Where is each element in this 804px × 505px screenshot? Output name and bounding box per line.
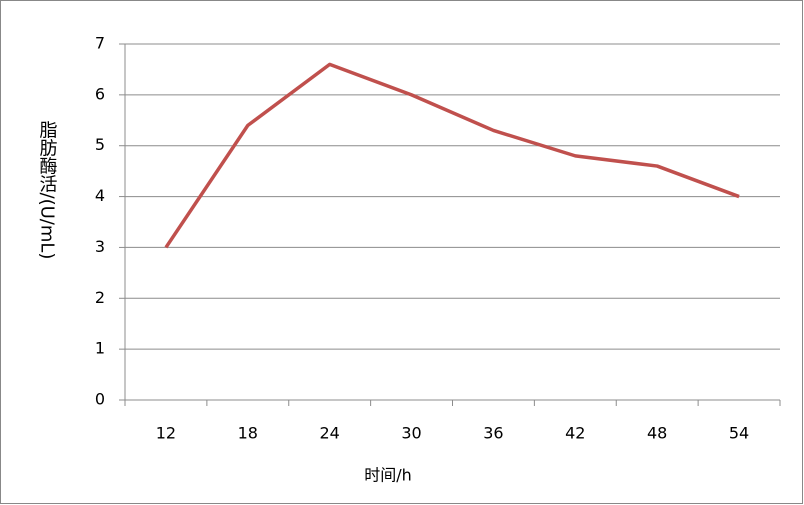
x-tick-label: 30 [401,424,421,443]
y-tick-label: 1 [95,339,105,358]
y-tick-label: 0 [95,390,105,409]
y-tick-label: 4 [95,186,105,205]
x-tick-label: 24 [320,424,340,443]
x-tick-label: 42 [565,424,585,443]
y-tick-label: 3 [95,237,105,256]
x-tick-label: 54 [729,424,749,443]
y-tick-label: 5 [95,135,105,154]
x-axis-label: 时间/h [364,466,412,485]
y-tick-label: 7 [95,34,105,53]
y-tick-label: 6 [95,84,105,103]
y-tick-label: 2 [95,288,105,307]
x-tick-label: 12 [156,424,176,443]
x-tick-label: 48 [647,424,667,443]
x-tick-label: 18 [238,424,258,443]
y-axis-label: 脂肪酶活/(U/mL) [37,120,58,259]
data-line [164,62,740,249]
x-tick-label: 36 [483,424,503,443]
